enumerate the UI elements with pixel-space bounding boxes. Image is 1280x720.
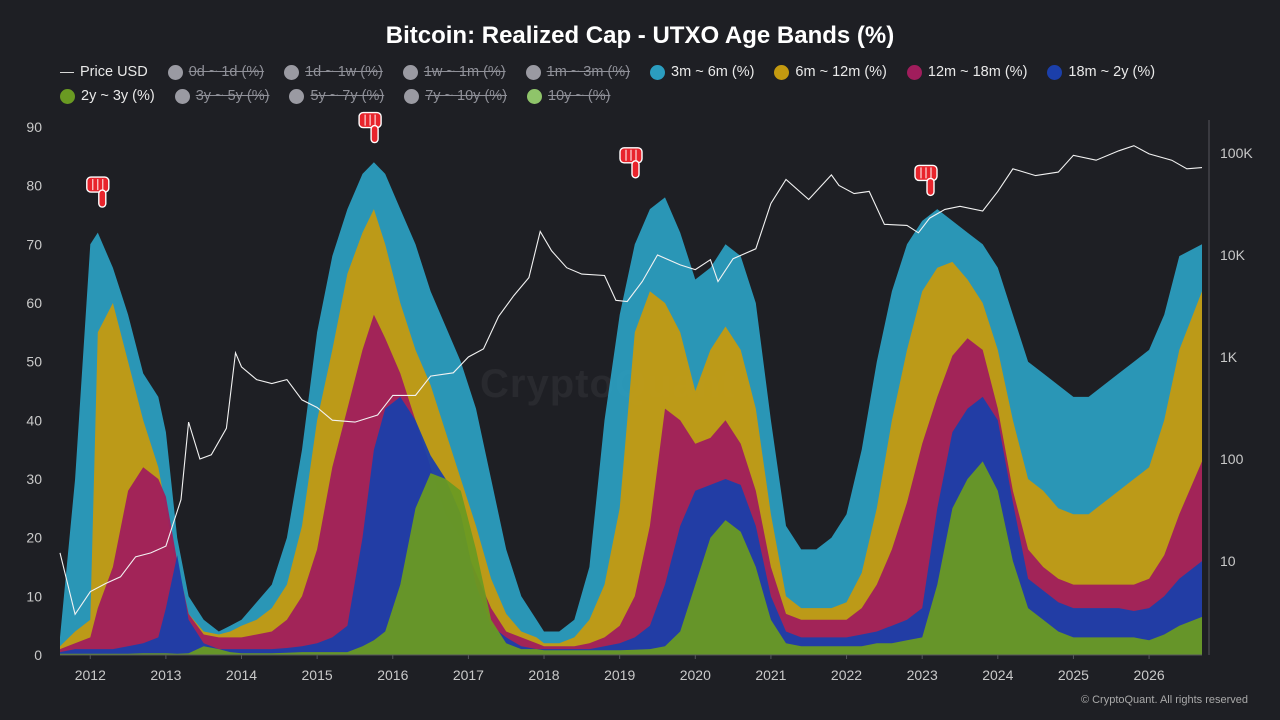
x-tick-label: 2016	[377, 667, 408, 683]
x-tick-label: 2021	[755, 667, 786, 683]
x-tick-label: 2015	[302, 667, 333, 683]
dot-swatch-icon	[174, 88, 190, 104]
area-series	[60, 461, 1202, 655]
legend-label: 2y ~ 3y (%)	[81, 88, 155, 104]
legend-label: 10y ~ (%)	[548, 88, 611, 104]
y-left-tick-label: 70	[26, 236, 42, 252]
dot-swatch-icon	[404, 88, 420, 104]
legend-item[interactable]: 3y ~ 5y (%)	[174, 86, 270, 106]
x-tick-label: 2018	[528, 667, 559, 683]
legend-label: 7y ~ 10y (%)	[425, 88, 507, 104]
pointing-down-hand-icon	[86, 176, 110, 208]
x-tick-label: 2025	[1058, 667, 1089, 683]
dot-swatch-icon	[906, 64, 922, 80]
legend-label: Price USD	[80, 64, 148, 80]
legend-item[interactable]: 1m ~ 3m (%)	[525, 62, 631, 82]
y-right-tick-label: 10K	[1220, 247, 1246, 263]
legend-label: 5y ~ 7y (%)	[310, 88, 385, 104]
y-left-tick-label: 30	[26, 471, 42, 487]
y-left-tick-label: 50	[26, 354, 42, 370]
dot-swatch-icon	[402, 64, 418, 80]
chart-legend: Price USD 0d ~ 1d (%) 1d ~ 1w (%) 1w ~ 1m (…	[60, 62, 1240, 106]
legend-label: 1d ~ 1w (%)	[305, 64, 383, 80]
legend-item[interactable]: 3m ~ 6m (%)	[650, 62, 754, 82]
price-usd-line	[59, 145, 1203, 616]
dot-swatch-icon	[1047, 64, 1063, 80]
y-left-tick-label: 0	[34, 647, 42, 663]
legend-label: 0d ~ 1d (%)	[188, 64, 265, 80]
legend-label: 3y ~ 5y (%)	[195, 88, 270, 104]
x-tick-label: 2020	[680, 667, 711, 683]
x-tick-label: 2023	[907, 667, 938, 683]
copyright-notice: © CryptoQuant. All rights reserved	[1080, 694, 1248, 706]
area-series	[60, 314, 1202, 655]
x-tick-label: 2024	[982, 667, 1013, 683]
legend-label: 1w ~ 1m (%)	[423, 64, 506, 80]
legend-label: 12m ~ 18m (%)	[927, 64, 1028, 80]
legend-item[interactable]: 7y ~ 10y (%)	[404, 86, 507, 106]
price-line-layer	[59, 145, 1203, 616]
pointing-down-hand-icon	[914, 164, 938, 197]
line-swatch-icon	[60, 71, 74, 73]
x-tick-label: 2026	[1134, 667, 1165, 683]
legend-label: 18m ~ 2y (%)	[1068, 64, 1156, 80]
legend-item[interactable]: 1w ~ 1m (%)	[402, 62, 506, 82]
y-right-tick-label: 1K	[1220, 349, 1238, 365]
stacked-areas	[60, 162, 1202, 655]
dot-swatch-icon	[289, 88, 305, 104]
legend-item[interactable]: 6m ~ 12m (%)	[774, 62, 887, 82]
dot-swatch-icon	[774, 64, 790, 80]
legend-item[interactable]: 1d ~ 1w (%)	[284, 62, 383, 82]
legend-label: 1m ~ 3m (%)	[546, 64, 631, 80]
y-right-tick-label: 100K	[1220, 145, 1253, 161]
chart-title: Bitcoin: Realized Cap - UTXO Age Bands (…	[385, 22, 895, 49]
legend-item[interactable]: 18m ~ 2y (%)	[1047, 62, 1155, 82]
x-tick-label: 2019	[604, 667, 635, 683]
legend-label: 3m ~ 6m (%)	[671, 64, 755, 80]
y-left-tick-label: 90	[26, 119, 42, 135]
dot-swatch-icon	[650, 64, 666, 80]
annotations	[86, 111, 938, 208]
y-left-tick-label: 80	[26, 178, 42, 194]
y-left-tick-label: 40	[26, 412, 42, 428]
axes: 2012 2013 2014 2015 2016 2017 2018 2019 2020 2021…	[26, 119, 1253, 683]
x-tick-label: 2017	[453, 667, 484, 683]
y-right-tick-label: 10	[1220, 553, 1236, 569]
y-left-tick-label: 20	[26, 530, 42, 546]
dot-swatch-icon	[60, 88, 75, 104]
legend-item[interactable]: 2y ~ 3y (%)	[60, 86, 155, 106]
dot-swatch-icon	[284, 64, 300, 80]
x-tick-label: 2022	[831, 667, 862, 683]
y-right-tick-label: 100	[1220, 451, 1244, 467]
pointing-down-hand-icon	[358, 111, 382, 144]
x-tick-label: 2012	[75, 667, 106, 683]
pointing-down-hand-icon	[619, 147, 643, 179]
y-left-tick-label: 60	[26, 295, 42, 311]
legend-item[interactable]: 12m ~ 18m (%)	[906, 62, 1028, 82]
dot-swatch-icon	[527, 88, 542, 104]
legend-item[interactable]: 5y ~ 7y (%)	[289, 86, 384, 106]
x-tick-label: 2013	[150, 667, 181, 683]
legend-item[interactable]: Price USD	[60, 62, 148, 82]
dot-swatch-icon	[525, 64, 541, 80]
dot-swatch-icon	[167, 64, 183, 80]
x-tick-label: 2014	[226, 667, 257, 683]
y-left-tick-label: 10	[26, 588, 42, 604]
legend-item[interactable]: 0d ~ 1d (%)	[167, 62, 265, 82]
legend-label: 6m ~ 12m (%)	[795, 64, 887, 80]
legend-item[interactable]: 10y ~ (%)	[527, 86, 610, 106]
